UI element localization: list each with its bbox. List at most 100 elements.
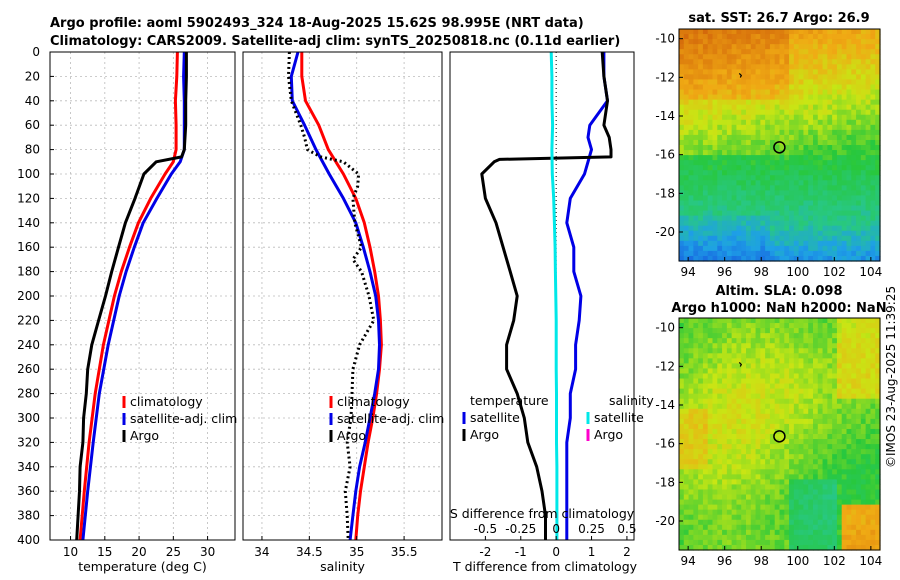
map-cell [769, 29, 776, 35]
map-cell [841, 403, 848, 410]
map-cell [784, 318, 790, 324]
map-cell [693, 393, 699, 400]
map-cell [702, 519, 709, 526]
map-cell [726, 418, 733, 425]
map-cell [808, 99, 814, 106]
map-cell [688, 408, 694, 415]
map-cell [784, 529, 790, 536]
map-cell [856, 534, 862, 541]
map-cell [717, 185, 723, 191]
map-cell [803, 215, 809, 222]
map-cell [875, 175, 881, 181]
map-cell [860, 514, 867, 521]
map-cell [698, 49, 704, 55]
map-cell [784, 484, 790, 491]
map-cell [769, 200, 776, 207]
map-cell [841, 119, 848, 126]
map-cell [832, 139, 838, 146]
map-cell [707, 449, 714, 455]
lon-tick-label: 100 [786, 554, 809, 568]
map-cell [836, 449, 843, 455]
map-cell [774, 39, 781, 45]
map-cell [827, 454, 833, 460]
map-cell [827, 504, 833, 511]
map-cell [717, 230, 723, 237]
map-cell [856, 200, 862, 207]
map-cell [774, 220, 781, 227]
map-cell [688, 99, 694, 106]
map-cell [746, 434, 752, 440]
map-cell [860, 539, 867, 546]
map-cell [746, 479, 752, 486]
map-cell [793, 439, 800, 445]
map-cell [702, 479, 709, 486]
map-cell [741, 220, 747, 227]
map-cell [712, 434, 718, 440]
map-cell [813, 230, 819, 237]
map-cell [679, 388, 685, 395]
map-cell [683, 139, 690, 146]
map-cell [836, 139, 843, 146]
map-cell [726, 348, 733, 354]
map-cell [784, 338, 790, 344]
map-cell [808, 383, 814, 390]
map-cell [808, 64, 814, 70]
map-cell [856, 348, 862, 354]
s-tick-label: 0.25 [578, 522, 605, 536]
map-cell [712, 190, 718, 197]
map-cell [769, 84, 776, 91]
map-cell [822, 89, 828, 96]
map-cell [688, 195, 694, 202]
map-cell [750, 373, 757, 380]
map-cell [702, 74, 709, 81]
map-cell [726, 474, 733, 480]
map-cell [702, 449, 709, 455]
map-cell [836, 210, 843, 217]
map-cell [698, 484, 704, 491]
map-cell [875, 64, 881, 70]
map-cell [856, 428, 862, 435]
map-cell [769, 190, 776, 197]
map-cell [851, 373, 857, 380]
map-cell [875, 124, 881, 131]
map-cell [726, 210, 733, 217]
map-cell [860, 155, 867, 161]
map-cell [731, 378, 738, 385]
map-cell [860, 29, 867, 35]
map-cell [875, 34, 881, 40]
map-cell [717, 479, 723, 486]
map-cell [726, 363, 733, 370]
map-cell [841, 323, 848, 329]
map-cell [736, 514, 742, 521]
map-cell [683, 499, 690, 506]
map-cell [846, 210, 852, 217]
map-cell [784, 225, 790, 232]
map-cell [793, 255, 800, 262]
map-cell [784, 79, 790, 86]
map-cell [779, 464, 785, 470]
map-cell [698, 145, 704, 151]
map-cell [707, 250, 714, 257]
map-cell [784, 185, 790, 191]
map-cell [683, 353, 690, 359]
map-cell [827, 185, 833, 191]
map-cell [836, 524, 843, 531]
map-cell [836, 519, 843, 526]
map-cell [683, 363, 690, 370]
map-cell [779, 353, 785, 359]
map-cell [774, 170, 781, 176]
map-cell [784, 119, 790, 126]
map-cell [693, 49, 699, 55]
map-cell [731, 539, 738, 546]
map-cell [726, 74, 733, 81]
map-cell [860, 368, 867, 375]
map-cell [693, 99, 699, 106]
map-cell [789, 388, 795, 395]
map-cell [846, 99, 852, 106]
map-cell [865, 134, 872, 141]
map-cell [760, 150, 766, 156]
map-cell [875, 84, 881, 91]
map-cell [779, 499, 785, 506]
map-cell [765, 39, 771, 45]
map-cell [760, 129, 766, 136]
